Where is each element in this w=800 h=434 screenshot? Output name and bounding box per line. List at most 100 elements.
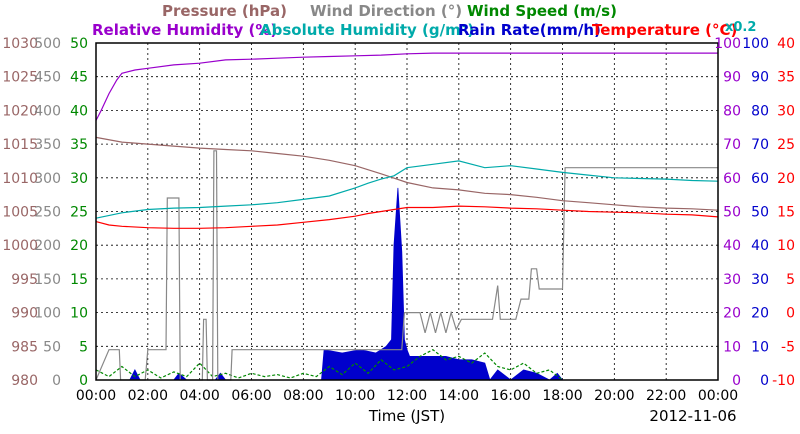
y-tick-wind-direction: 200 bbox=[34, 238, 61, 254]
legend-pressure: Pressure (hPa) bbox=[162, 2, 287, 20]
y-tick-relative-humidity: 80 bbox=[723, 103, 741, 119]
y-tick-temperature: 15 bbox=[777, 205, 795, 221]
y-tick-relative-humidity: 70 bbox=[723, 137, 741, 153]
y-tick-rain-rate: 60 bbox=[751, 171, 769, 187]
y-tick-wind-speed: 50 bbox=[70, 36, 88, 52]
y-tick-wind-direction: 350 bbox=[34, 137, 61, 153]
y-tick-temperature: 40 bbox=[777, 36, 795, 52]
x-tick-label: 10:00 bbox=[335, 388, 375, 404]
y-tick-wind-speed: 45 bbox=[70, 70, 88, 86]
y-tick-wind-direction: 100 bbox=[34, 306, 61, 322]
legend-absolute-humidity: Absolute Humidity (g/m³) bbox=[260, 21, 474, 39]
y-tick-wind-direction: 0 bbox=[52, 373, 61, 389]
y-tick-wind-speed: 0 bbox=[79, 373, 88, 389]
x-tick-label: 00:00 bbox=[76, 388, 116, 404]
x-tick-label: 16:00 bbox=[490, 388, 530, 404]
abs-humidity-scale-note: x0.2 bbox=[725, 20, 756, 35]
y-tick-temperature: -5 bbox=[781, 339, 795, 355]
legend-wind-speed: Wind Speed (m/s) bbox=[467, 2, 617, 20]
x-tick-label: 18:00 bbox=[542, 388, 582, 404]
y-tick-relative-humidity: 10 bbox=[723, 339, 741, 355]
y-tick-pressure: 1020 bbox=[2, 103, 38, 119]
y-tick-wind-speed: 5 bbox=[79, 339, 88, 355]
x-tick-label: 20:00 bbox=[594, 388, 634, 404]
y-tick-wind-speed: 15 bbox=[70, 272, 88, 288]
x-tick-label: 22:00 bbox=[646, 388, 686, 404]
y-tick-temperature: 25 bbox=[777, 137, 795, 153]
x-axis: 00:00 02:00 04:00 06:00 08:00 10:00 12:00 14:00… bbox=[76, 388, 738, 404]
y-tick-relative-humidity: 90 bbox=[723, 70, 741, 86]
y-tick-rain-rate: 20 bbox=[751, 306, 769, 322]
x-tick-label: 08:00 bbox=[283, 388, 323, 404]
series-wind-direction-line bbox=[95, 150, 718, 381]
legend-rain-rate: Rain Rate(mm/h) bbox=[458, 21, 601, 39]
y-tick-wind-speed: 30 bbox=[70, 171, 88, 187]
y-tick-pressure: 1005 bbox=[2, 205, 38, 221]
y-tick-rain-rate: 50 bbox=[751, 205, 769, 221]
y-tick-wind-speed: 20 bbox=[70, 238, 88, 254]
y-tick-rain-rate: 80 bbox=[751, 103, 769, 119]
legend-temperature: Temperature (°C) bbox=[592, 21, 737, 39]
x-tick-label: 00:00 bbox=[698, 388, 738, 404]
y-axes: 1030102510201015101010051000995990985980… bbox=[2, 36, 795, 389]
legend-wind-direction: Wind Direction (°) bbox=[310, 2, 462, 20]
y-tick-pressure: 1000 bbox=[2, 238, 38, 254]
series-pressure-line bbox=[95, 136, 719, 211]
y-tick-pressure: 1025 bbox=[2, 70, 38, 86]
y-tick-temperature: 30 bbox=[777, 103, 795, 119]
y-tick-pressure: 990 bbox=[11, 306, 38, 322]
y-tick-temperature: 5 bbox=[786, 272, 795, 288]
y-tick-rain-rate: 10 bbox=[751, 339, 769, 355]
y-tick-pressure: 995 bbox=[11, 272, 38, 288]
y-tick-pressure: 1015 bbox=[2, 137, 38, 153]
series-wind-speed-line bbox=[95, 348, 563, 381]
y-tick-wind-speed: 35 bbox=[70, 137, 88, 153]
y-tick-temperature: 10 bbox=[777, 238, 795, 254]
y-tick-wind-direction: 50 bbox=[43, 339, 61, 355]
y-tick-wind-direction: 150 bbox=[34, 272, 61, 288]
y-tick-temperature: -10 bbox=[772, 373, 795, 389]
y-tick-relative-humidity: 0 bbox=[732, 373, 741, 389]
y-tick-rain-rate: 90 bbox=[751, 70, 769, 86]
y-tick-rain-rate: 70 bbox=[751, 137, 769, 153]
series-temperature-line bbox=[95, 205, 719, 229]
y-tick-relative-humidity: 60 bbox=[723, 171, 741, 187]
y-tick-pressure: 980 bbox=[11, 373, 38, 389]
x-axis-label: Time (JST) bbox=[368, 407, 445, 425]
y-tick-wind-direction: 500 bbox=[34, 36, 61, 52]
y-tick-relative-humidity: 30 bbox=[723, 272, 741, 288]
x-tick-label: 02:00 bbox=[128, 388, 168, 404]
y-tick-wind-speed: 40 bbox=[70, 103, 88, 119]
y-tick-wind-speed: 10 bbox=[70, 306, 88, 322]
legend-relative-humidity: Relative Humidity (%) bbox=[92, 21, 277, 39]
y-tick-rain-rate: 0 bbox=[760, 373, 769, 389]
y-tick-pressure: 1010 bbox=[2, 171, 38, 187]
x-tick-label: 14:00 bbox=[439, 388, 479, 404]
y-tick-temperature: 0 bbox=[786, 306, 795, 322]
y-tick-relative-humidity: 20 bbox=[723, 306, 741, 322]
y-tick-relative-humidity: 40 bbox=[723, 238, 741, 254]
series-wind-speed-absolute-humidity-line bbox=[95, 160, 719, 219]
y-tick-pressure: 985 bbox=[11, 339, 38, 355]
y-tick-relative-humidity: 100 bbox=[714, 36, 741, 52]
y-tick-temperature: 20 bbox=[777, 171, 795, 187]
series-layer bbox=[95, 52, 719, 381]
grid bbox=[96, 43, 718, 380]
y-tick-rain-rate: 30 bbox=[751, 272, 769, 288]
y-tick-rain-rate: 40 bbox=[751, 238, 769, 254]
y-tick-wind-direction: 450 bbox=[34, 70, 61, 86]
date-label: 2012-11-06 bbox=[649, 407, 736, 425]
x-tick-label: 04:00 bbox=[179, 388, 219, 404]
plot-frame bbox=[95, 42, 719, 381]
y-tick-pressure: 1030 bbox=[2, 36, 38, 52]
y-tick-wind-direction: 250 bbox=[34, 205, 61, 221]
y-tick-rain-rate: 100 bbox=[742, 36, 769, 52]
y-tick-wind-direction: 400 bbox=[34, 103, 61, 119]
series-relative-humidity-line bbox=[95, 52, 718, 121]
y-tick-wind-speed: 25 bbox=[70, 205, 88, 221]
y-tick-temperature: 35 bbox=[777, 70, 795, 86]
x-tick-label: 06:00 bbox=[231, 388, 271, 404]
y-tick-relative-humidity: 50 bbox=[723, 205, 741, 221]
y-tick-wind-direction: 300 bbox=[34, 171, 61, 187]
